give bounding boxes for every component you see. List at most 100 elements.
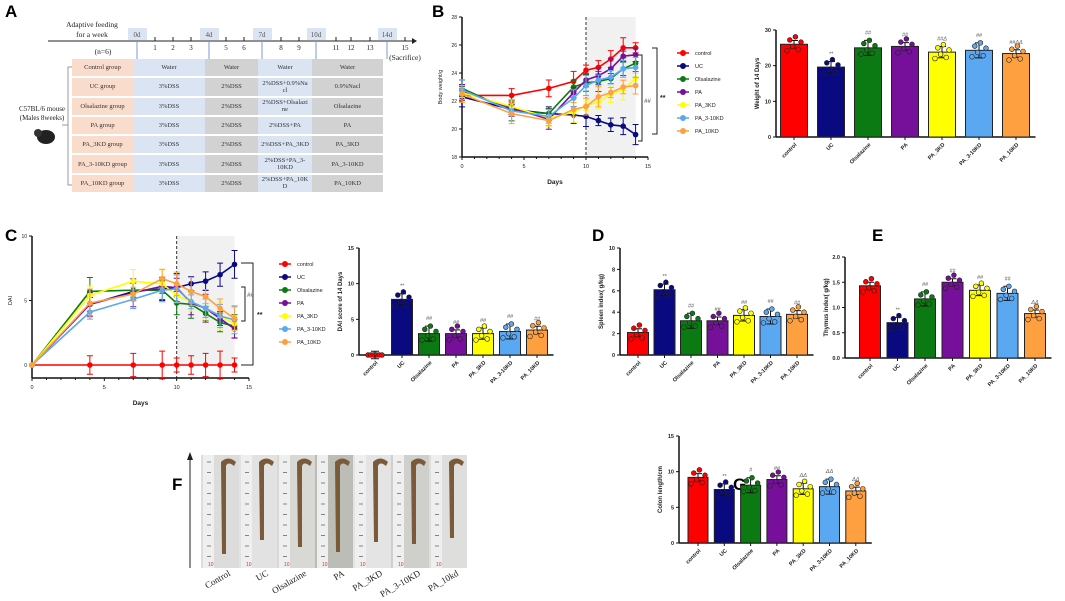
bar-Olsalazine [914, 298, 936, 359]
y-axis-title: DAI [8, 295, 14, 305]
data-point [923, 289, 930, 295]
data-point [801, 478, 808, 484]
significance-label: ** [660, 95, 666, 102]
data-point [1033, 303, 1040, 310]
data-point [942, 285, 949, 292]
group-name-cell: PA group [72, 115, 133, 137]
data-point [932, 55, 938, 62]
y-tick-label: 28 [451, 15, 457, 21]
data-point [231, 315, 238, 322]
treatment-cell: Water [258, 59, 312, 79]
data-point [760, 320, 767, 326]
data-point [970, 293, 976, 300]
data-point [1014, 43, 1021, 49]
data-point [1020, 48, 1026, 55]
data-point [1008, 295, 1015, 302]
treatment-cell: 2%DSS [205, 154, 258, 175]
y-axis-title: Weight of 14 Days [755, 57, 761, 109]
data-point [538, 332, 544, 339]
y-tick-label: 8 [612, 267, 615, 273]
legend-label: PA [297, 301, 304, 307]
data-point [1000, 286, 1006, 293]
data-point [795, 46, 801, 53]
adaptive-feeding-label: Adaptive feeding [66, 20, 118, 29]
y-tick-label: 10 [21, 234, 27, 240]
data-point [608, 74, 614, 80]
data-point [202, 278, 209, 284]
data-point [748, 310, 754, 316]
treatment-cell: Water [205, 59, 258, 79]
treatment-cell: 3%DSS [133, 173, 205, 195]
treatment-cell: 3%DSS [133, 115, 205, 137]
legend-marker [282, 274, 288, 280]
treatment-cell: 2%DSS [205, 96, 258, 117]
panel-label-c: C [5, 226, 18, 245]
x-axis-title: Days [133, 400, 149, 407]
data-point [476, 326, 482, 333]
data-point [657, 282, 663, 289]
legend-marker [680, 102, 686, 108]
data-point [535, 319, 542, 326]
bar-PA_3-10KD [996, 292, 1019, 359]
data-point [851, 490, 858, 496]
data-point [632, 64, 639, 71]
data-point [473, 337, 479, 343]
day-number: 6 [242, 44, 246, 52]
group-name-cell: PA_3-10KD group [72, 154, 133, 175]
data-point [798, 39, 804, 45]
treatment-cell: 2%DSS+PA_10K D [258, 173, 312, 195]
data-point [484, 336, 490, 342]
x-tick-label: control [781, 142, 799, 160]
data-point [660, 289, 666, 295]
data-point [454, 323, 461, 329]
data-point [872, 42, 878, 49]
significance-label: ## [688, 303, 695, 309]
y-tick-label: 24 [451, 71, 457, 77]
x-tick-label: PA_10KD [520, 360, 541, 381]
data-point [532, 329, 539, 335]
significance-label: ##Δ [937, 36, 947, 42]
significance-label: ## [774, 466, 781, 472]
data-point [801, 309, 807, 315]
data-point [983, 45, 989, 51]
treatment-cell: PA [312, 115, 383, 137]
bar-control [687, 476, 709, 544]
y-tick-label: 1.5 [832, 280, 840, 286]
legend-label: PA_10KD [297, 340, 321, 346]
x-tick-label: 0 [460, 164, 463, 170]
legend-label: PA_3KD [297, 314, 318, 320]
day-number: 15 [402, 44, 410, 52]
data-point [832, 69, 838, 76]
sample-label: Olsalazine [270, 568, 308, 596]
data-point [906, 49, 912, 55]
data-point [1003, 292, 1009, 299]
treatment-cell: 2%DSS [205, 77, 258, 98]
x-tick-label: PA_10KD [1018, 363, 1039, 384]
y-tick-label: 0 [612, 353, 615, 359]
x-tick-label: 10 [174, 385, 180, 391]
significance-label: ## [1004, 276, 1011, 282]
day-marker-label: 4d [206, 31, 214, 39]
data-point [642, 327, 648, 334]
data-point [804, 491, 811, 497]
table-row: Control group Water Water Water Water [72, 59, 383, 79]
x-tick-label: UC [397, 360, 407, 370]
data-point [901, 317, 908, 324]
data-point [793, 492, 799, 498]
colon-specimen [221, 458, 236, 554]
significance-label: ## [794, 301, 801, 307]
significance-label: ## [480, 318, 487, 324]
legend-marker [282, 300, 288, 306]
data-point [631, 325, 637, 331]
timeline-arrow-icon [412, 38, 417, 44]
y-axis-title: Thymus index( g/kg) [824, 278, 830, 336]
data-point [790, 307, 796, 313]
data-point [860, 289, 866, 295]
treatment-cell: 3%DSS [133, 96, 205, 117]
legend-marker [680, 63, 686, 69]
data-point [796, 481, 802, 488]
data-point [898, 325, 905, 331]
treatment-cell: 2%DSS+PA [258, 115, 312, 137]
ruler [431, 455, 442, 568]
y-tick-label: 20 [451, 127, 457, 133]
